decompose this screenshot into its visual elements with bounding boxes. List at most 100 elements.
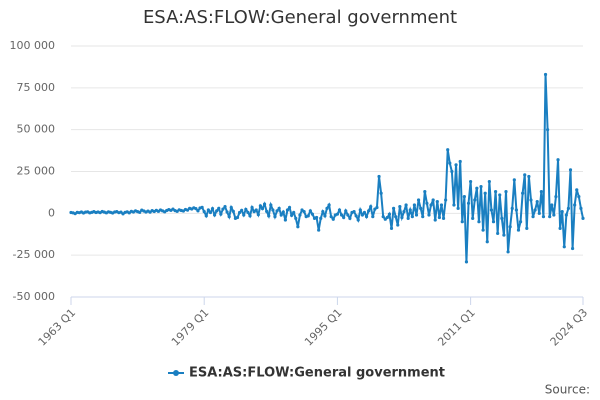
point (329, 215, 333, 219)
point (481, 228, 485, 232)
point (362, 210, 367, 215)
point (246, 210, 250, 214)
point (410, 215, 414, 219)
point (213, 213, 217, 217)
point (354, 214, 358, 218)
point (414, 213, 419, 217)
x-tick-label: 2011 Q1 (435, 306, 478, 349)
point (225, 210, 229, 214)
point (352, 210, 356, 214)
point (498, 193, 502, 197)
point (508, 225, 512, 229)
point (260, 207, 265, 211)
point (558, 226, 562, 230)
point (331, 217, 335, 221)
point (327, 203, 331, 207)
point (381, 215, 385, 219)
y-tick-label: 50 000 (17, 123, 56, 136)
point (339, 213, 344, 217)
point (364, 215, 369, 219)
y-tick-label: 100 000 (10, 39, 56, 52)
point (371, 215, 375, 219)
point (262, 202, 267, 206)
point (396, 223, 400, 227)
point (244, 207, 248, 211)
point (277, 206, 281, 210)
point (377, 174, 381, 179)
x-tick-label: 1979 Q1 (169, 306, 212, 349)
point (379, 191, 383, 195)
point (227, 215, 231, 219)
point (425, 201, 429, 205)
point (552, 213, 556, 217)
point (314, 215, 319, 220)
point (460, 220, 464, 224)
point (531, 215, 535, 219)
point (483, 191, 487, 195)
point (231, 209, 235, 213)
point (475, 186, 479, 190)
point (317, 228, 321, 232)
point (462, 195, 466, 199)
point (400, 215, 404, 220)
point (310, 212, 315, 216)
point (269, 203, 273, 207)
point (575, 188, 579, 192)
point (514, 208, 518, 212)
point (325, 206, 329, 210)
point (275, 209, 279, 213)
point (560, 210, 564, 214)
point (543, 72, 548, 77)
point (375, 205, 379, 210)
point (250, 205, 254, 210)
legend-label: ESA:AS:FLOW:General government (189, 366, 445, 381)
point (398, 205, 402, 209)
point (496, 231, 500, 236)
point (568, 168, 573, 172)
point (452, 203, 456, 207)
point (500, 216, 504, 220)
point (389, 226, 394, 230)
point (502, 233, 506, 237)
point (441, 216, 446, 220)
point (493, 189, 498, 194)
point (439, 203, 444, 207)
point (385, 215, 389, 220)
point (458, 159, 462, 164)
point (506, 250, 510, 254)
point (427, 213, 431, 217)
x-tick-label: 2024 Q3 (548, 306, 591, 349)
point (464, 260, 469, 264)
point (319, 216, 323, 220)
x-tick-label: 1995 Q1 (302, 306, 345, 349)
point (273, 215, 277, 219)
point (348, 216, 352, 220)
point (321, 210, 325, 214)
point (521, 191, 525, 195)
point (556, 158, 560, 162)
point (527, 174, 531, 179)
point (342, 215, 346, 220)
source: Source: (545, 383, 590, 397)
point (215, 209, 219, 213)
point (223, 205, 227, 209)
point (367, 209, 371, 213)
point (466, 201, 471, 205)
point (254, 208, 258, 212)
point (433, 218, 437, 222)
point (294, 216, 298, 220)
point (298, 213, 302, 217)
point (196, 209, 200, 213)
point (402, 210, 406, 214)
point (335, 212, 340, 216)
point (287, 205, 292, 210)
point (546, 128, 550, 132)
y-tick-label: -25 000 (13, 248, 55, 261)
point (344, 209, 348, 213)
point (435, 200, 439, 204)
point (242, 213, 246, 217)
point (369, 205, 373, 209)
point (408, 208, 412, 212)
point (358, 208, 362, 212)
